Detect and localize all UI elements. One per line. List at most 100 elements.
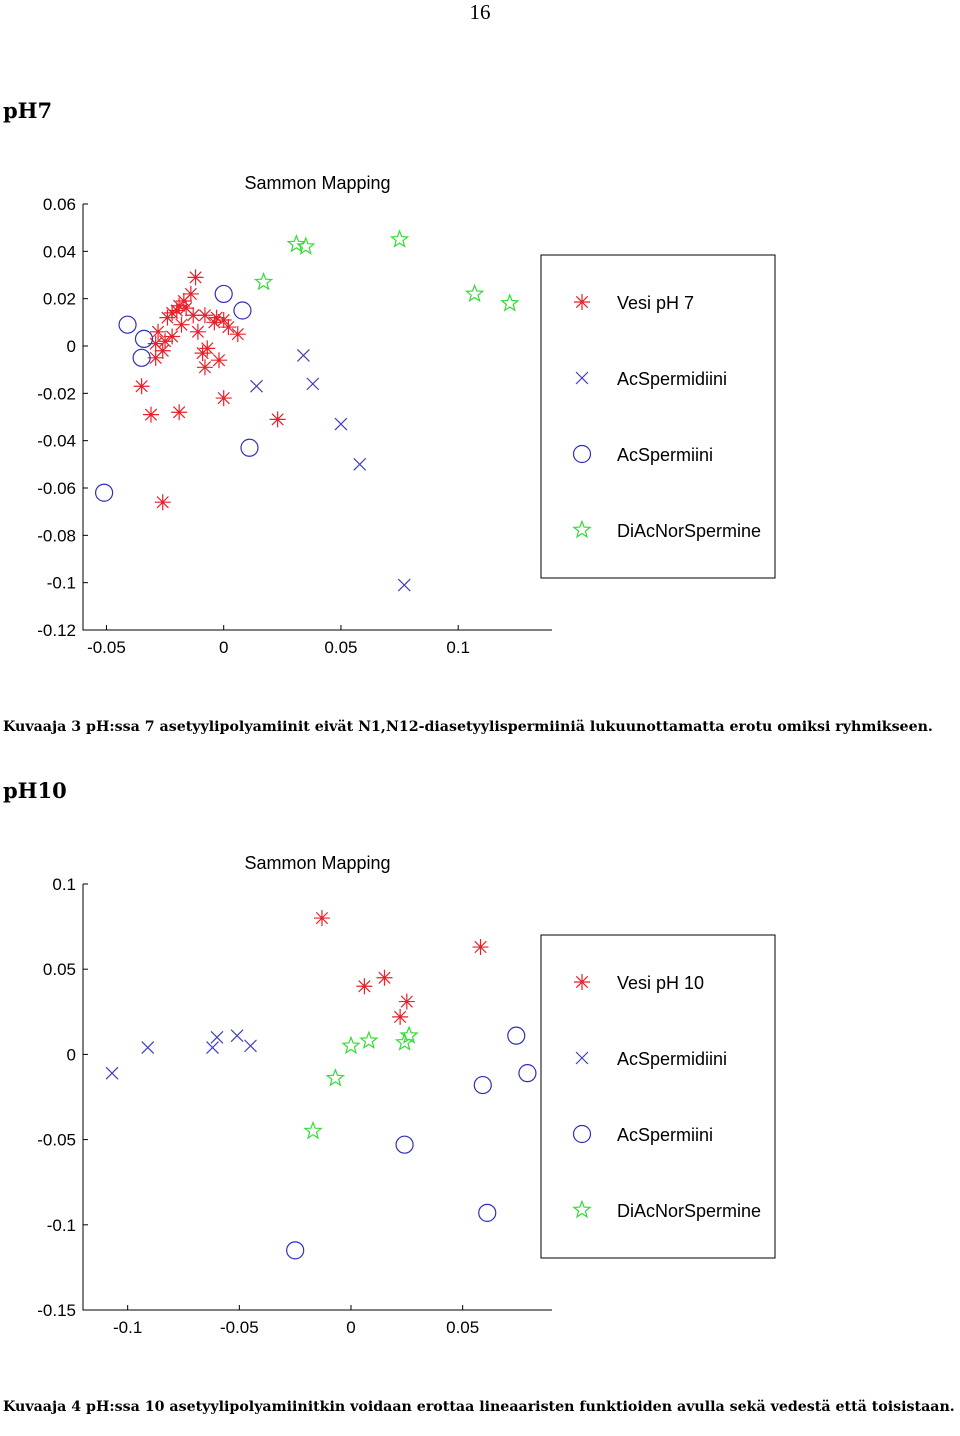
data-point — [214, 284, 233, 304]
series-acspermidiini — [105, 1029, 257, 1080]
data-point — [507, 1026, 526, 1045]
data-point — [141, 1041, 155, 1055]
data-point — [105, 1066, 119, 1080]
data-point — [233, 301, 252, 320]
figure-caption-4: Kuvaaja 4 pH:ssa 10 asetyylipolyamiinitk… — [3, 1399, 955, 1415]
data-point — [472, 939, 489, 956]
data-point — [296, 236, 316, 255]
data-point — [133, 378, 150, 395]
legend-marker — [574, 294, 590, 310]
data-point — [353, 457, 367, 471]
x-tick-label: -0.05 — [220, 1318, 259, 1337]
series-diacnorspermine — [303, 1025, 419, 1140]
data-point — [215, 390, 232, 407]
chart-title: Sammon Mapping — [244, 853, 390, 873]
x-tick-label: 0.1 — [446, 638, 470, 657]
legend-label: AcSpermidiini — [617, 1049, 727, 1069]
data-point — [154, 342, 171, 359]
y-tick-label: 0.05 — [43, 960, 76, 979]
data-point — [164, 328, 181, 345]
x-tick-label: 0 — [219, 638, 228, 657]
data-point — [269, 411, 286, 428]
figure-caption-3: Kuvaaja 3 pH:ssa 7 asetyylipolyamiinit e… — [3, 719, 933, 735]
y-tick-label: 0.06 — [43, 195, 76, 214]
data-point — [211, 352, 228, 369]
legend-label: AcSpermiini — [617, 1125, 713, 1145]
chart-ph10-sammon-mapping: Sammon Mapping 0.1 0.05 0 -0.05 -0.1 -0.15 -0.1… — [37, 853, 776, 1337]
data-point — [376, 969, 393, 986]
data-point — [118, 315, 137, 334]
data-point — [157, 333, 174, 350]
data-point — [185, 307, 202, 324]
series-vesi-ph-10 — [313, 910, 489, 1025]
data-point — [206, 1041, 219, 1055]
legend-label: Vesi pH 7 — [617, 293, 694, 313]
data-point — [132, 348, 151, 367]
data-point — [220, 319, 237, 336]
data-point — [313, 910, 330, 927]
data-point — [143, 406, 160, 423]
data-point — [189, 323, 206, 340]
y-tick-label: -0.04 — [37, 432, 76, 451]
data-point — [286, 234, 307, 253]
series-acspermiini — [95, 284, 259, 502]
series-diacnorspermine — [253, 229, 520, 312]
data-point — [394, 1032, 415, 1051]
data-point — [286, 1241, 305, 1260]
y-tick-label: -0.12 — [37, 621, 76, 640]
legend-marker — [572, 444, 592, 464]
data-point — [194, 345, 211, 362]
data-point — [182, 285, 199, 302]
data-point — [398, 993, 415, 1010]
data-point — [303, 1120, 323, 1140]
legend-marker — [575, 371, 589, 385]
legend-marker — [575, 1051, 589, 1065]
y-tick-label: 0.1 — [52, 875, 76, 894]
data-point — [297, 349, 310, 362]
data-point — [178, 300, 195, 317]
data-point — [206, 314, 223, 331]
legend-marker — [574, 974, 590, 990]
data-point — [147, 349, 164, 366]
chart-title: Sammon Mapping — [244, 173, 390, 193]
data-point — [253, 271, 274, 291]
section-heading-ph10: pH10 — [3, 778, 67, 803]
legend-marker — [572, 1124, 592, 1144]
data-point — [150, 323, 167, 340]
chart-ph7-sammon-mapping: Sammon Mapping 0.06 0.04 0.02 0 -0.02 -0.04 -0.… — [37, 173, 776, 657]
legend-box — [540, 254, 776, 579]
legend-label: Vesi pH 10 — [617, 973, 704, 993]
y-tick-label: 0 — [67, 337, 76, 356]
y-tick-label: 0.04 — [43, 242, 76, 261]
data-point — [359, 1030, 379, 1050]
data-point — [229, 326, 246, 343]
data-point — [356, 978, 373, 995]
data-point — [168, 302, 185, 319]
y-tick-label: -0.15 — [37, 1301, 76, 1320]
data-point — [389, 229, 410, 248]
page-number: 16 — [469, 0, 491, 24]
data-point — [244, 1039, 257, 1053]
y-tick-label: -0.08 — [37, 526, 76, 545]
data-point — [196, 307, 213, 324]
data-point — [473, 1075, 492, 1095]
data-point — [147, 335, 164, 352]
series-acspermidiini — [250, 349, 411, 592]
data-point — [464, 283, 485, 303]
data-point — [187, 269, 204, 286]
y-tick-label: -0.06 — [37, 479, 76, 498]
legend-marker — [572, 519, 592, 539]
y-tick-label: -0.1 — [47, 1216, 76, 1235]
data-point — [171, 404, 188, 421]
data-point — [518, 1064, 537, 1083]
data-point — [392, 1008, 409, 1025]
data-point — [173, 316, 190, 333]
data-point — [159, 309, 176, 326]
data-point — [397, 578, 411, 592]
legend-label: DiAcNorSpermine — [617, 1201, 761, 1221]
data-point — [210, 1030, 224, 1044]
x-tick-label: 0.05 — [446, 1318, 479, 1337]
x-tick-label: -0.1 — [113, 1318, 142, 1337]
data-point — [240, 438, 259, 457]
data-point — [250, 379, 263, 393]
